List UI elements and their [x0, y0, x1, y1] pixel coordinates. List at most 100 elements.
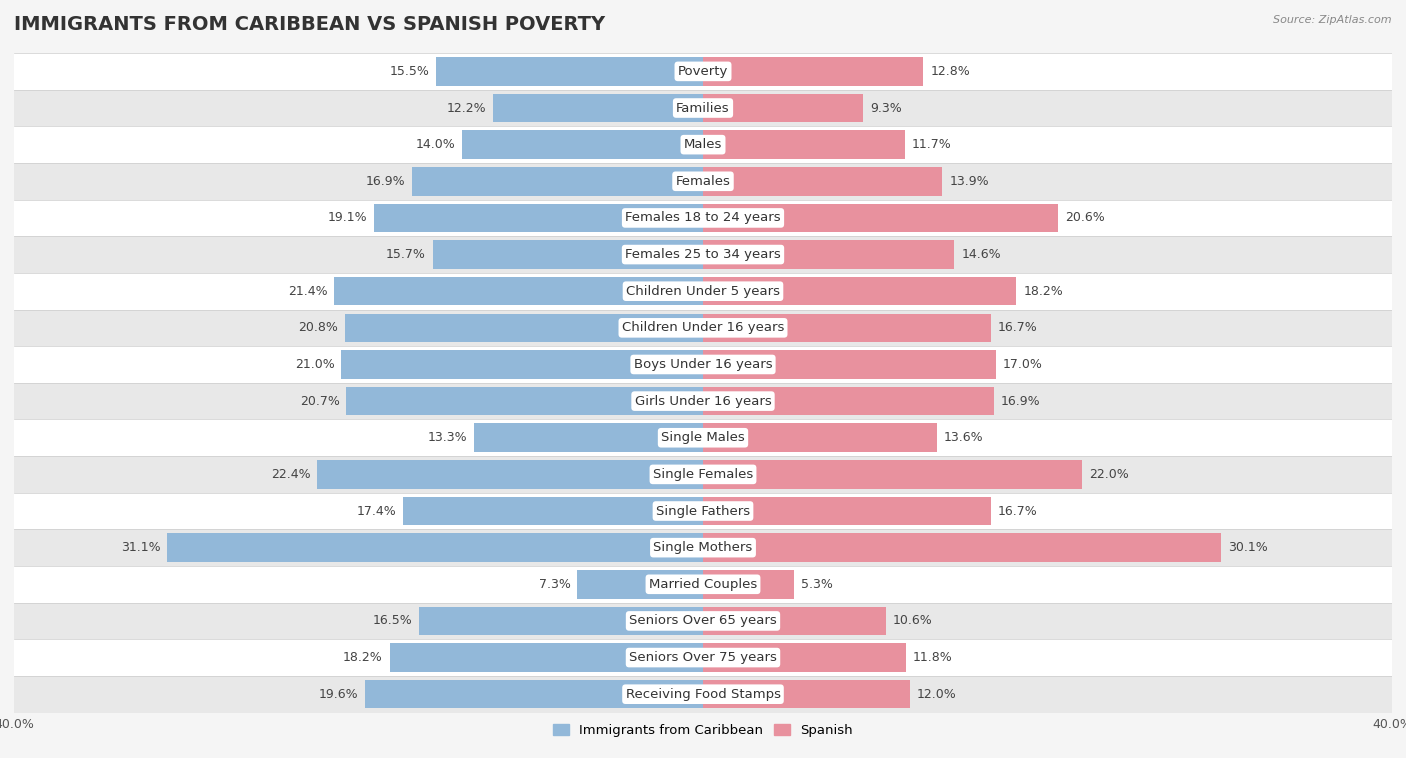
Text: Seniors Over 75 years: Seniors Over 75 years: [628, 651, 778, 664]
Text: Source: ZipAtlas.com: Source: ZipAtlas.com: [1274, 15, 1392, 25]
Bar: [14, 309, 1392, 346]
Bar: [14, 127, 1392, 163]
Text: Receiving Food Stamps: Receiving Food Stamps: [626, 688, 780, 700]
Bar: [703, 606, 886, 635]
Bar: [14, 529, 1392, 566]
Text: Single Mothers: Single Mothers: [654, 541, 752, 554]
Text: 17.0%: 17.0%: [1002, 358, 1043, 371]
Text: 18.2%: 18.2%: [343, 651, 382, 664]
Bar: [14, 566, 1392, 603]
Bar: [366, 680, 703, 709]
Bar: [703, 534, 1222, 562]
Text: 31.1%: 31.1%: [121, 541, 160, 554]
Text: Females 18 to 24 years: Females 18 to 24 years: [626, 211, 780, 224]
Text: Single Fathers: Single Fathers: [657, 505, 749, 518]
Text: 11.7%: 11.7%: [911, 138, 950, 151]
Text: Poverty: Poverty: [678, 65, 728, 78]
Text: Single Females: Single Females: [652, 468, 754, 481]
Text: 5.3%: 5.3%: [801, 578, 832, 590]
Text: 17.4%: 17.4%: [357, 505, 396, 518]
Text: 21.0%: 21.0%: [295, 358, 335, 371]
Bar: [404, 496, 703, 525]
Bar: [703, 460, 1083, 489]
Bar: [14, 639, 1392, 676]
Bar: [703, 680, 910, 709]
Text: 16.9%: 16.9%: [1001, 395, 1040, 408]
Text: 7.3%: 7.3%: [538, 578, 571, 590]
Bar: [703, 570, 794, 599]
Text: 22.0%: 22.0%: [1088, 468, 1129, 481]
Text: 13.9%: 13.9%: [949, 175, 988, 188]
Text: 16.7%: 16.7%: [997, 505, 1038, 518]
Text: 12.8%: 12.8%: [931, 65, 970, 78]
Bar: [703, 130, 904, 159]
Bar: [412, 167, 703, 196]
Text: 10.6%: 10.6%: [893, 615, 932, 628]
Bar: [703, 424, 938, 452]
Bar: [578, 570, 703, 599]
Text: 19.6%: 19.6%: [319, 688, 359, 700]
Bar: [433, 240, 703, 269]
Text: Married Couples: Married Couples: [650, 578, 756, 590]
Bar: [14, 346, 1392, 383]
Bar: [703, 350, 995, 379]
Bar: [14, 89, 1392, 127]
Text: Single Males: Single Males: [661, 431, 745, 444]
Text: 9.3%: 9.3%: [870, 102, 901, 114]
Text: Families: Families: [676, 102, 730, 114]
Bar: [14, 603, 1392, 639]
Bar: [703, 314, 991, 342]
Text: 20.7%: 20.7%: [299, 395, 340, 408]
Bar: [14, 163, 1392, 199]
Text: Children Under 16 years: Children Under 16 years: [621, 321, 785, 334]
Text: 20.6%: 20.6%: [1064, 211, 1105, 224]
Text: 21.4%: 21.4%: [288, 285, 328, 298]
Text: 22.4%: 22.4%: [271, 468, 311, 481]
Text: Children Under 5 years: Children Under 5 years: [626, 285, 780, 298]
Legend: Immigrants from Caribbean, Spanish: Immigrants from Caribbean, Spanish: [548, 719, 858, 742]
Text: Females 25 to 34 years: Females 25 to 34 years: [626, 248, 780, 261]
Text: 13.6%: 13.6%: [945, 431, 984, 444]
Text: 11.8%: 11.8%: [912, 651, 953, 664]
Text: 16.7%: 16.7%: [997, 321, 1038, 334]
Text: 18.2%: 18.2%: [1024, 285, 1063, 298]
Bar: [419, 606, 703, 635]
Text: IMMIGRANTS FROM CARIBBEAN VS SPANISH POVERTY: IMMIGRANTS FROM CARIBBEAN VS SPANISH POV…: [14, 15, 605, 34]
Text: 19.1%: 19.1%: [328, 211, 367, 224]
Bar: [703, 496, 991, 525]
Text: 12.2%: 12.2%: [446, 102, 486, 114]
Text: Boys Under 16 years: Boys Under 16 years: [634, 358, 772, 371]
Bar: [703, 167, 942, 196]
Bar: [14, 493, 1392, 529]
Bar: [703, 387, 994, 415]
Text: 16.5%: 16.5%: [373, 615, 412, 628]
Bar: [494, 94, 703, 122]
Text: Females: Females: [675, 175, 731, 188]
Bar: [703, 240, 955, 269]
Bar: [344, 314, 703, 342]
Bar: [14, 236, 1392, 273]
Bar: [14, 419, 1392, 456]
Bar: [374, 204, 703, 232]
Bar: [335, 277, 703, 305]
Text: Seniors Over 65 years: Seniors Over 65 years: [628, 615, 778, 628]
Bar: [14, 53, 1392, 89]
Text: 30.1%: 30.1%: [1229, 541, 1268, 554]
Bar: [342, 350, 703, 379]
Bar: [318, 460, 703, 489]
Bar: [14, 383, 1392, 419]
Text: 14.0%: 14.0%: [415, 138, 456, 151]
Text: Girls Under 16 years: Girls Under 16 years: [634, 395, 772, 408]
Bar: [14, 273, 1392, 309]
Bar: [703, 57, 924, 86]
Bar: [14, 676, 1392, 713]
Text: 14.6%: 14.6%: [962, 248, 1001, 261]
Bar: [14, 199, 1392, 236]
Bar: [703, 644, 907, 672]
Bar: [14, 456, 1392, 493]
Bar: [461, 130, 703, 159]
Bar: [474, 424, 703, 452]
Bar: [703, 94, 863, 122]
Bar: [703, 204, 1057, 232]
Text: Males: Males: [683, 138, 723, 151]
